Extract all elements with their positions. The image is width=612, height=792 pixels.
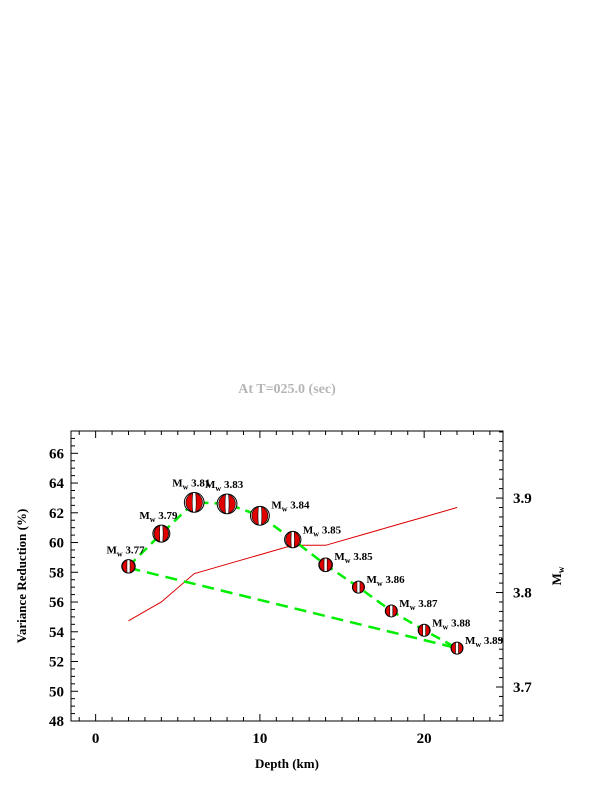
- marker-lobe-right: [162, 525, 169, 543]
- focal-mechanism-marker: [351, 580, 365, 594]
- marker-lobe-left: [218, 494, 226, 514]
- marker-lobe-left: [352, 581, 358, 594]
- marker-lobe-left: [251, 506, 259, 526]
- mw-label: Mw 3.87: [399, 598, 438, 612]
- x-tick-label: 0: [92, 731, 100, 747]
- y2-tick-label: 3.7: [513, 680, 532, 696]
- marker-lobe-right: [425, 624, 431, 637]
- y-tick-label: 56: [49, 595, 65, 611]
- y2-tick-label: 3.9: [513, 491, 532, 507]
- focal-mechanism-marker: [249, 505, 270, 526]
- marker-lobe-left: [153, 525, 161, 543]
- mw-label: Mw 3.86: [366, 574, 405, 588]
- mw-label: Mw 3.85: [334, 551, 373, 565]
- marker-lobe-right: [228, 494, 236, 514]
- marker-lobe-right: [195, 492, 203, 513]
- y-tick-label: 54: [49, 625, 65, 641]
- series-layer: [127, 501, 458, 650]
- marker-lobe-left: [451, 642, 456, 655]
- axis-ticks: 0 10 20 48 50 52 54 56 58 60 62 64 66 3.7 3.8 3.9: [49, 431, 532, 747]
- focal-mechanism-marker: [318, 557, 333, 573]
- focal-mechanism-marker: [450, 641, 464, 655]
- y2-tick-label: 3.8: [513, 586, 532, 602]
- x-axis-label: Depth (km): [255, 756, 319, 771]
- y-axis-label: Variance Reduction (%): [14, 509, 29, 644]
- marker-lobe-right: [129, 559, 135, 574]
- variance-reduction-line: [127, 501, 458, 650]
- focal-mechanism-marker: [384, 604, 398, 618]
- marker-lobe-right: [293, 531, 301, 548]
- focal-mechanism-marker: [152, 524, 171, 543]
- mw-label: Mw 3.79: [139, 510, 178, 524]
- mw-label: Mw 3.81: [172, 478, 210, 492]
- y-tick-label: 60: [49, 536, 64, 552]
- y-tick-label: 58: [49, 565, 64, 581]
- marker-lobe-left: [385, 604, 391, 618]
- y-tick-label: 66: [49, 446, 65, 462]
- marker-lobe-left: [185, 492, 194, 513]
- y-tick-label: 52: [49, 655, 64, 671]
- y-tick-label: 62: [49, 506, 64, 522]
- plot-frame: [70, 430, 504, 722]
- mw-label: Mw 3.77: [106, 545, 145, 559]
- x-tick-label: 20: [417, 731, 432, 747]
- marker-lobe-left: [285, 531, 292, 548]
- focal-mechanism-marker: [417, 623, 431, 637]
- mw-label: Mw 3.84: [271, 499, 310, 513]
- marker-lobe-right: [359, 581, 365, 594]
- focal-mechanism-marker: [216, 493, 238, 515]
- marker-lobe-right: [458, 642, 463, 655]
- y2-axis-label: Mw: [549, 566, 566, 585]
- marker-lobe-right: [392, 604, 398, 618]
- y-tick-label: 48: [49, 714, 64, 730]
- focal-mechanism-marker: [121, 559, 136, 574]
- marker-lobe-right: [326, 557, 333, 572]
- y-tick-label: 50: [49, 684, 64, 700]
- marker-lobe-left: [122, 559, 128, 574]
- mw-label: Mw 3.83: [205, 479, 244, 493]
- marker-lobe-right: [261, 506, 269, 526]
- focal-mechanism-marker: [183, 492, 205, 513]
- chart-title: At T=025.0 (sec): [238, 382, 336, 397]
- mw-label: Mw 3.89: [465, 635, 504, 649]
- marker-lobe-left: [319, 557, 325, 572]
- focal-mechanism-marker: [284, 530, 302, 549]
- y-tick-label: 64: [49, 476, 65, 492]
- marker-lobe-left: [418, 624, 423, 637]
- x-tick-label: 10: [252, 731, 267, 747]
- mw-label: Mw 3.88: [432, 617, 471, 631]
- mw-label: Mw 3.85: [303, 524, 342, 538]
